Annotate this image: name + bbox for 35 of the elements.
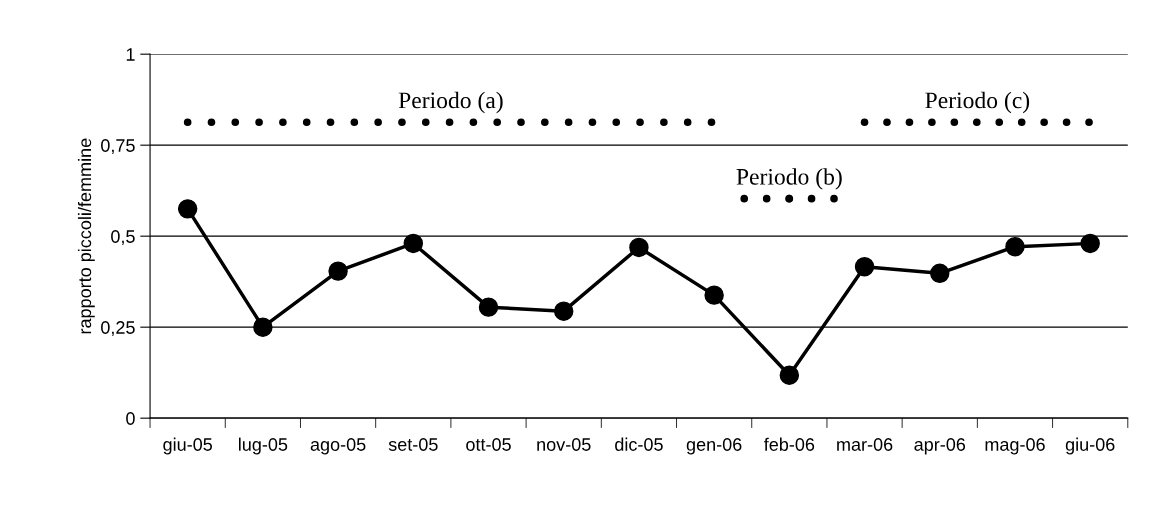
x-tick-label: gen-06 [686,438,742,455]
point [854,257,875,277]
point [177,199,198,219]
point [779,365,800,385]
x-tick-label: ago-05 [310,438,366,455]
y-tick-label: 0,5 [111,230,135,246]
series-label: Periodo (a) [398,91,503,114]
x-tick-label: mar-06 [837,438,893,451]
x-tick-label: feb-06 [764,437,815,451]
point [253,317,273,337]
x-tick-label: dic-05 [615,437,663,451]
point [328,261,348,281]
y-axis-title: rapporto piccoli/femmine [77,138,95,334]
point [1080,233,1100,254]
series-label: Periodo (c) [925,91,1030,114]
y-tick-label: 0 [126,412,135,425]
point [403,233,424,254]
x-tick-label: lug-05 [239,437,288,455]
x-tick-label: nov-05 [537,438,591,451]
point [478,297,499,317]
x-tick-label: giu-05 [163,437,212,455]
point [1005,237,1025,257]
series-label: Periodo (b) [736,168,842,190]
y-tick-label: 0,25 [101,321,135,337]
point [704,285,724,305]
x-tick-label: apr-06 [914,438,966,455]
x-tick-label: set-05 [388,438,438,451]
point [553,301,574,321]
point [930,263,950,284]
y-tick-label: 1 [126,48,135,61]
x-tick-label: ott-05 [466,438,511,451]
x-tick-label: giu-06 [1065,437,1115,455]
x-tick-label: mag-06 [985,438,1045,455]
y-tick-label: 0,75 [101,139,135,155]
point [629,237,649,258]
